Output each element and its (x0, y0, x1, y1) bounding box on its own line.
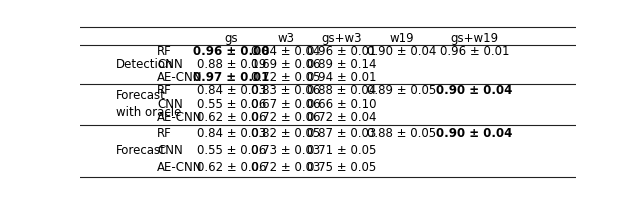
Text: 0.82 ± 0.05: 0.82 ± 0.05 (252, 127, 321, 140)
Text: 0.88 ± 0.04: 0.88 ± 0.04 (307, 84, 376, 97)
Text: 0.72 ± 0.03: 0.72 ± 0.03 (251, 161, 321, 175)
Text: 0.88 ± 0.05: 0.88 ± 0.05 (367, 127, 436, 140)
Text: CNN: CNN (157, 98, 182, 111)
Text: 0.90 ± 0.04: 0.90 ± 0.04 (367, 45, 436, 58)
Text: 0.90 ± 0.04: 0.90 ± 0.04 (436, 127, 513, 140)
Text: 0.69 ± 0.06: 0.69 ± 0.06 (251, 58, 321, 71)
Text: 0.62 ± 0.06: 0.62 ± 0.06 (196, 161, 266, 175)
Text: 0.89 ± 0.05: 0.89 ± 0.05 (367, 84, 436, 97)
Text: gs+w3: gs+w3 (322, 32, 362, 45)
Text: 0.83 ± 0.06: 0.83 ± 0.06 (252, 84, 321, 97)
Text: gs+w19: gs+w19 (451, 32, 499, 45)
Text: w19: w19 (389, 32, 413, 45)
Text: Detection: Detection (116, 58, 173, 71)
Text: RF: RF (157, 84, 172, 97)
Text: CNN: CNN (157, 144, 182, 157)
Text: 0.66 ± 0.10: 0.66 ± 0.10 (307, 98, 376, 111)
Text: 0.55 ± 0.06: 0.55 ± 0.06 (196, 144, 266, 157)
Text: 0.96 ± 0.01: 0.96 ± 0.01 (307, 45, 376, 58)
Text: 0.94 ± 0.01: 0.94 ± 0.01 (307, 71, 376, 84)
Text: 0.88 ± 0.19: 0.88 ± 0.19 (196, 58, 266, 71)
Text: 0.97 ± 0.01: 0.97 ± 0.01 (193, 71, 269, 84)
Text: AE-CNN: AE-CNN (157, 161, 202, 175)
Text: CNN: CNN (157, 58, 182, 71)
Text: 0.55 ± 0.06: 0.55 ± 0.06 (196, 98, 266, 111)
Text: 0.67 ± 0.06: 0.67 ± 0.06 (251, 98, 321, 111)
Text: 0.89 ± 0.14: 0.89 ± 0.14 (307, 58, 376, 71)
Text: 0.96 ± 0.01: 0.96 ± 0.01 (440, 45, 509, 58)
Text: 0.72 ± 0.05: 0.72 ± 0.05 (251, 71, 321, 84)
Text: 0.87 ± 0.03: 0.87 ± 0.03 (307, 127, 376, 140)
Text: 0.62 ± 0.06: 0.62 ± 0.06 (196, 111, 266, 124)
Text: 0.84 ± 0.03: 0.84 ± 0.03 (196, 127, 266, 140)
Text: 0.75 ± 0.05: 0.75 ± 0.05 (307, 161, 376, 175)
Text: Forecast: Forecast (116, 144, 166, 157)
Text: w3: w3 (277, 32, 294, 45)
Text: Forecast
with oracle: Forecast with oracle (116, 89, 181, 119)
Text: 0.73 ± 0.03: 0.73 ± 0.03 (252, 144, 321, 157)
Text: 0.84 ± 0.03: 0.84 ± 0.03 (196, 84, 266, 97)
Text: RF: RF (157, 127, 172, 140)
Text: 0.84 ± 0.04: 0.84 ± 0.04 (251, 45, 321, 58)
Text: 0.90 ± 0.04: 0.90 ± 0.04 (436, 84, 513, 97)
Text: 0.72 ± 0.04: 0.72 ± 0.04 (307, 111, 376, 124)
Text: 0.96 ± 0.00: 0.96 ± 0.00 (193, 45, 269, 58)
Text: 0.72 ± 0.06: 0.72 ± 0.06 (251, 111, 321, 124)
Text: gs: gs (225, 32, 238, 45)
Text: RF: RF (157, 45, 172, 58)
Text: AE-CNN: AE-CNN (157, 111, 202, 124)
Text: AE-CNN: AE-CNN (157, 71, 202, 84)
Text: 0.71 ± 0.05: 0.71 ± 0.05 (307, 144, 376, 157)
